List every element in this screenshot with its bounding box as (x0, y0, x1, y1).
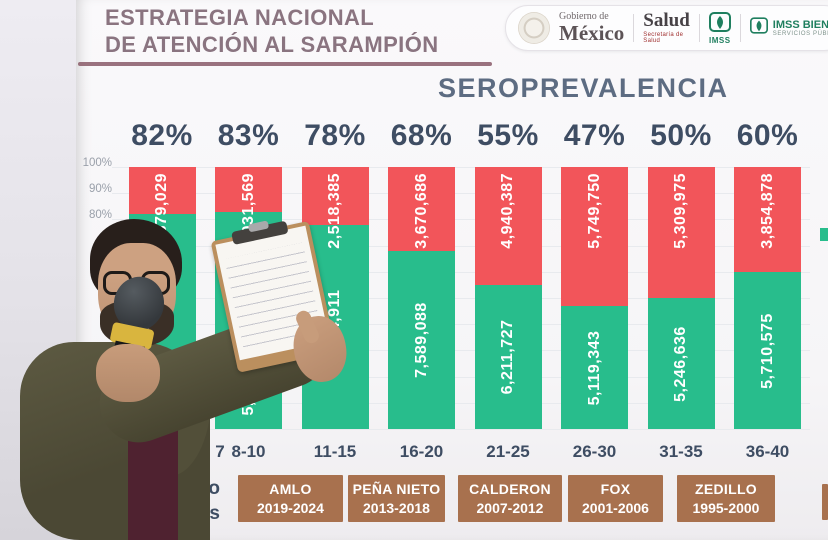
salud-sub-text: Secretaría de Salud (643, 31, 684, 45)
president-name: FOX (600, 481, 631, 498)
president-years: 2019-2024 (257, 499, 324, 516)
slide-title-line2: DE ATENCIÓN AL SARAMPIÓN (105, 32, 439, 57)
logo-divider (698, 14, 700, 42)
president-name: PEÑA NIETO (352, 481, 441, 498)
bar-category-label: 26-30 (572, 442, 617, 461)
imss-label-text: IMSS (709, 35, 731, 45)
imss-logo: IMSS (708, 11, 731, 45)
bar-column: 3,854,878 5,710,575 (734, 167, 801, 429)
chart-gridline (112, 245, 810, 247)
imss-bienestar-bird-icon (749, 17, 768, 39)
bar-segment-seronegative: 5,309,975 (647, 167, 715, 298)
y-axis-tick-label: 90% (88, 183, 112, 196)
bar-segment-seronegative: 5,749,750 (561, 167, 628, 306)
salud-wordmark: Salud Secretaría de Salud (643, 9, 690, 45)
seroprevalence-percent-label: 83% (217, 119, 280, 152)
chart-gridline (112, 429, 810, 430)
logo-divider (739, 14, 741, 42)
legend-mark-partial (820, 228, 828, 241)
chart-gridline (112, 219, 810, 221)
gobierno-main-text: México (559, 21, 625, 45)
y-axis-tick-label: 100% (82, 157, 112, 169)
president-years: 2013-2018 (363, 499, 430, 516)
bar-segment-seropositive: 5,710,575 (734, 272, 801, 429)
bar-segment-seronegative: 2,879,029 (128, 167, 196, 249)
chart-gridline (112, 193, 810, 195)
bar-category-label: 31-35 (659, 442, 703, 461)
y-axis-tick-label: 80% (88, 209, 112, 222)
sexenio-president-box: AMLO 2019-2024 (238, 475, 343, 522)
bar-category-label: 8-10 (231, 442, 266, 461)
seroprevalence-percent-label: 60% (736, 119, 799, 152)
chart-gridline (112, 402, 810, 404)
bar-segment-seronegative: 4,940,387 (474, 167, 542, 285)
seroprevalence-percent-label: 55% (477, 119, 539, 152)
chart-gridline (112, 376, 810, 378)
bar-category-label: 36-40 (745, 442, 790, 461)
bar-category-label: 21-25 (486, 442, 530, 461)
bar-column: 3,670,686 7,589,088 (388, 167, 455, 429)
bar-category-label: 16-20 (399, 442, 444, 461)
bar-segment-seronegative: 3,854,878 (734, 167, 801, 272)
imss-bienestar-logo: IMSS BIEN SERVICIOS PÚBLICO (749, 17, 828, 39)
seroprevalence-percent-label: 78% (304, 119, 366, 152)
chart-gridline (112, 167, 810, 168)
sexenio-president-box: PEÑA NIETO 2013-2018 (348, 475, 445, 522)
bar-segment-seropositive: 5,119,343 (561, 306, 628, 429)
sexenio-president-box-partial (822, 484, 828, 520)
bar-column: 5,309,975 5,246,636 (647, 167, 715, 429)
chart-title: SEROPREVALENCIA (438, 73, 729, 103)
seroprevalence-percent-label: 50% (650, 119, 712, 152)
sexenio-president-box: FOX 2001-2006 (568, 475, 663, 522)
gobierno-top-text: Gobierno de (559, 11, 609, 22)
bar-segment-seronegative: 2,518,385 (301, 167, 369, 249)
imss-bird-icon (708, 11, 731, 36)
slide-title-line1: ESTRATEGIA NACIONAL (105, 5, 375, 30)
seroprevalence-percent-label: 68% (390, 119, 453, 152)
president-years: 2001-2006 (582, 499, 649, 516)
logo-divider (633, 14, 635, 42)
sexenio-president-box: ZEDILLO 1995-2000 (677, 475, 775, 522)
salud-main-text: Salud (643, 9, 690, 31)
president-name: CALDERON (469, 481, 551, 498)
bar-segment-seropositive: 5,246,636 (647, 298, 715, 429)
president-name: ZEDILLO (695, 481, 757, 498)
bar-column: 4,940,387 6,211,727 (474, 167, 542, 429)
bar-category-label: 7 (215, 442, 225, 461)
seroprevalence-percent-label: 82% (131, 119, 193, 152)
imss-bienestar-sub-text: SERVICIOS PÚBLICO (772, 31, 828, 37)
slide-title-block: ESTRATEGIA NACIONAL DE ATENCIÓN AL SARAM… (78, 4, 492, 66)
sexenio-president-box: CALDERON 2007-2012 (458, 475, 562, 522)
bar-column: 5,749,750 5,119,343 (561, 167, 628, 429)
president-years: 2007-2012 (476, 499, 544, 516)
president-name: AMLO (269, 481, 312, 498)
chart-gridline (112, 298, 810, 299)
chart-gridline (112, 271, 810, 273)
title-underline (78, 62, 492, 66)
gobierno-de-mexico-wordmark: Gobierno de México (559, 12, 624, 44)
presenter-mic-hand (96, 344, 160, 402)
chart-gridline (112, 324, 810, 326)
imss-bienestar-main-text: IMSS BIEN (772, 19, 828, 31)
bar-category-label: 11-15 (313, 442, 357, 461)
bar-segment-seropositive: 7,589,088 (388, 251, 455, 429)
seroprevalence-percent-label: 47% (563, 119, 626, 152)
imss-bienestar-texts: IMSS BIEN SERVICIOS PÚBLICO (773, 19, 828, 37)
bar-segment-seronegative: 1,031,569 (215, 167, 282, 249)
president-years: 1995-2000 (692, 499, 760, 516)
gobierno-eagle-emblem-icon (518, 12, 550, 44)
bar-segment-seropositive: 6,211,727 (474, 285, 542, 429)
government-logo-bar: Gobierno de México Salud Secretaría de S… (505, 5, 828, 51)
chart-gridline (112, 350, 810, 352)
bar-segment-seronegative: 3,670,686 (388, 167, 455, 251)
